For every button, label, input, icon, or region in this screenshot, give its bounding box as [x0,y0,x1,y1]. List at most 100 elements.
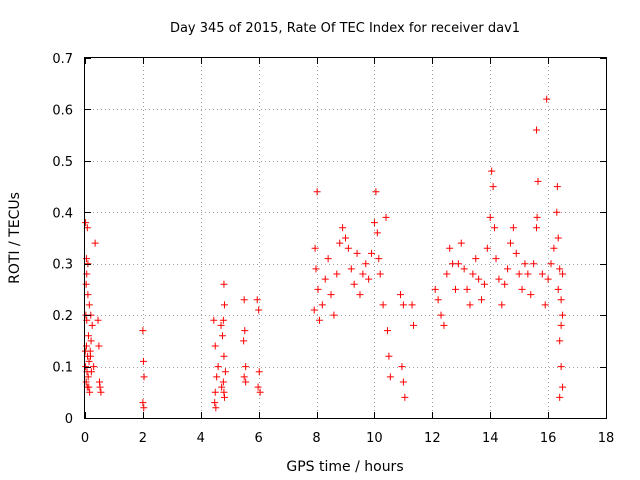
data-point [242,363,250,371]
data-point [408,301,416,309]
grid-lines [85,58,606,418]
x-tick-label: 16 [540,431,557,446]
data-point [359,270,367,278]
y-tick-label: 0.6 [52,103,73,118]
data-point [495,275,503,283]
data-point [220,388,228,396]
data-point [543,95,551,103]
data-point [515,270,523,278]
data-point [221,301,229,309]
data-point [218,383,226,391]
data-point [84,291,92,299]
data-point [81,347,89,355]
data-point [84,332,92,340]
data-point [382,213,390,221]
x-axis-title: GPS time / hours [286,459,403,475]
x-tick-label: 4 [197,431,205,446]
y-tick-label: 0.2 [52,309,73,324]
data-point [212,404,220,412]
y-axis-title: ROTI / TECUs [7,192,23,284]
data-point [557,363,565,371]
data-point [512,249,520,257]
data-point [472,255,480,263]
data-point [324,255,332,263]
data-point [534,177,542,185]
data-point [368,249,376,257]
data-point [85,383,93,391]
data-point [480,280,488,288]
data-point [466,301,474,309]
data-point [451,285,459,293]
data-point [489,183,497,191]
data-point [488,167,496,175]
data-point [219,378,227,386]
data-point [139,327,147,335]
data-point [82,363,90,371]
data-point [82,219,90,227]
data-point [139,357,147,365]
data-point [219,316,227,324]
data-point [399,301,407,309]
data-point [398,363,406,371]
data-point [454,260,462,268]
data-point [443,270,451,278]
data-point [313,188,321,196]
data-point [311,244,319,252]
data-point [353,249,361,257]
data-point [557,321,565,329]
data-point [350,280,358,288]
data-point [553,208,561,216]
data-point [85,357,93,365]
data-point [460,265,468,273]
data-point [478,296,486,304]
data-point [498,301,506,309]
data-point [255,306,263,314]
data-point [220,280,228,288]
data-point [211,388,219,396]
data-point [139,399,147,407]
data-point [501,280,509,288]
data-point [506,239,514,247]
data-point [469,270,477,278]
data-point [373,229,381,237]
data-point [95,378,103,386]
data-point [556,265,564,273]
y-tick-label: 0.5 [52,155,73,170]
data-point [86,352,94,360]
data-point [463,285,471,293]
data-point [88,321,96,329]
data-point [547,260,555,268]
data-point [310,306,318,314]
data-point [556,393,564,401]
data-point [553,183,561,191]
data-point [437,311,445,319]
data-point [554,285,562,293]
data-point [240,296,248,304]
data-point [530,260,538,268]
y-tick-label: 0.4 [52,206,73,221]
x-tick-label: 6 [255,431,263,446]
data-point [86,388,94,396]
tick-marks [85,58,607,419]
data-point [557,296,565,304]
data-point [330,311,338,319]
data-point [518,285,526,293]
data-point [314,285,322,293]
data-point [383,327,391,335]
data-point [333,270,341,278]
data-point [140,373,148,381]
data-point [386,373,394,381]
data-point [94,316,102,324]
data-point [220,352,228,360]
data-point [434,296,442,304]
data-point [521,260,529,268]
data-point [446,244,454,252]
data-point [87,337,95,345]
x-tick-label: 14 [482,431,499,446]
x-tick-label: 12 [424,431,441,446]
data-point [240,337,248,345]
data-point [486,213,494,221]
data-point [315,316,323,324]
